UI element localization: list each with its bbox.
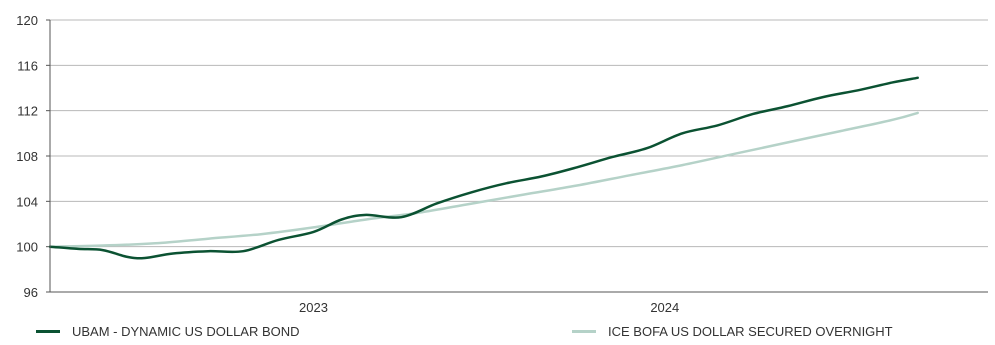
legend-item-ice-bofa: ICE BOFA US DOLLAR SECURED OVERNIGHT — [572, 324, 893, 339]
series-line-ubam — [48, 76, 919, 260]
x-tick-label-2024: 2024 — [650, 300, 679, 315]
legend-item-ubam: UBAM - DYNAMIC US DOLLAR BOND — [36, 324, 300, 339]
y-tick-label-104: 104 — [16, 194, 38, 209]
y-axis-ticks: 96 100 104 108 112 116 120 — [16, 13, 50, 300]
y-tick-label-100: 100 — [16, 240, 38, 255]
y-tick-label-116: 116 — [17, 58, 38, 73]
y-tick-label-96: 96 — [24, 285, 38, 300]
legend-label-ubam: UBAM - DYNAMIC US DOLLAR BOND — [72, 324, 300, 339]
series-lines — [48, 76, 919, 260]
y-tick-label-112: 112 — [17, 104, 38, 119]
legend-swatch-ice-bofa — [572, 330, 596, 333]
legend-swatch-ubam — [36, 330, 60, 333]
x-axis-ticks: 2023 2024 — [299, 300, 679, 315]
x-tick-label-2023: 2023 — [299, 300, 328, 315]
y-tick-label-120: 120 — [16, 13, 38, 28]
series-line-ice-bofa — [48, 111, 919, 248]
legend-label-ice-bofa: ICE BOFA US DOLLAR SECURED OVERNIGHT — [608, 324, 893, 339]
gridlines — [50, 19, 988, 248]
y-tick-label-108: 108 — [16, 149, 38, 164]
